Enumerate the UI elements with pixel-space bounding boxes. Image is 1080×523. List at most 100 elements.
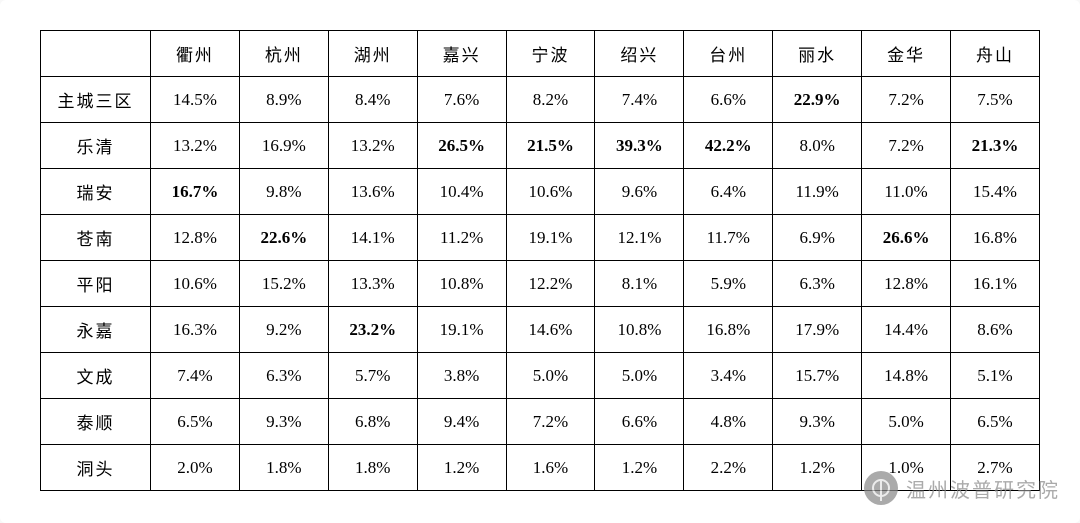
col-header: 嘉兴 (417, 31, 506, 77)
cell: 4.8% (684, 399, 773, 445)
cell: 1.2% (773, 445, 862, 491)
table-row: 平阳10.6%15.2%13.3%10.8%12.2%8.1%5.9%6.3%1… (41, 261, 1040, 307)
cell: 7.4% (595, 77, 684, 123)
table-row: 永嘉16.3%9.2%23.2%19.1%14.6%10.8%16.8%17.9… (41, 307, 1040, 353)
cell: 16.3% (151, 307, 240, 353)
table-container: 衢州 杭州 湖州 嘉兴 宁波 绍兴 台州 丽水 金华 舟山 主城三区14.5%8… (0, 0, 1080, 523)
watermark: 温州波普研究院 (864, 471, 1060, 505)
cell: 1.6% (506, 445, 595, 491)
cell: 16.8% (951, 215, 1040, 261)
cell: 16.9% (239, 123, 328, 169)
cell: 2.0% (151, 445, 240, 491)
row-header: 泰顺 (41, 399, 151, 445)
cell: 6.6% (595, 399, 684, 445)
cell: 5.0% (862, 399, 951, 445)
cell: 5.0% (595, 353, 684, 399)
col-header: 丽水 (773, 31, 862, 77)
row-header: 洞头 (41, 445, 151, 491)
cell: 13.3% (328, 261, 417, 307)
cell: 10.6% (151, 261, 240, 307)
watermark-text: 温州波普研究院 (906, 474, 1060, 503)
cell: 8.2% (506, 77, 595, 123)
cell: 23.2% (328, 307, 417, 353)
cell: 8.9% (239, 77, 328, 123)
cell: 1.2% (595, 445, 684, 491)
cell: 12.2% (506, 261, 595, 307)
cell: 17.9% (773, 307, 862, 353)
cell: 6.5% (151, 399, 240, 445)
table-row: 苍南12.8%22.6%14.1%11.2%19.1%12.1%11.7%6.9… (41, 215, 1040, 261)
cell: 8.0% (773, 123, 862, 169)
cell: 7.2% (862, 77, 951, 123)
cell: 26.6% (862, 215, 951, 261)
cell: 14.8% (862, 353, 951, 399)
cell: 1.2% (417, 445, 506, 491)
cell: 39.3% (595, 123, 684, 169)
cell: 10.6% (506, 169, 595, 215)
cell: 15.7% (773, 353, 862, 399)
cell: 22.9% (773, 77, 862, 123)
cell: 9.4% (417, 399, 506, 445)
cell: 15.2% (239, 261, 328, 307)
cell: 5.9% (684, 261, 773, 307)
cell: 16.1% (951, 261, 1040, 307)
header-row: 衢州 杭州 湖州 嘉兴 宁波 绍兴 台州 丽水 金华 舟山 (41, 31, 1040, 77)
row-header: 平阳 (41, 261, 151, 307)
cell: 16.7% (151, 169, 240, 215)
col-header: 金华 (862, 31, 951, 77)
cell: 9.2% (239, 307, 328, 353)
cell: 15.4% (951, 169, 1040, 215)
cell: 7.4% (151, 353, 240, 399)
cell: 8.4% (328, 77, 417, 123)
cell: 5.1% (951, 353, 1040, 399)
row-header: 瑞安 (41, 169, 151, 215)
cell: 8.1% (595, 261, 684, 307)
col-header: 杭州 (239, 31, 328, 77)
cell: 6.3% (773, 261, 862, 307)
cell: 26.5% (417, 123, 506, 169)
cell: 6.8% (328, 399, 417, 445)
cell: 3.8% (417, 353, 506, 399)
cell: 14.6% (506, 307, 595, 353)
cell: 21.3% (951, 123, 1040, 169)
cell: 11.9% (773, 169, 862, 215)
table-row: 瑞安16.7%9.8%13.6%10.4%10.6%9.6%6.4%11.9%1… (41, 169, 1040, 215)
row-header: 主城三区 (41, 77, 151, 123)
cell: 10.8% (417, 261, 506, 307)
cell: 9.3% (239, 399, 328, 445)
cell: 13.6% (328, 169, 417, 215)
cell: 6.3% (239, 353, 328, 399)
cell: 13.2% (328, 123, 417, 169)
row-header: 永嘉 (41, 307, 151, 353)
cell: 2.2% (684, 445, 773, 491)
cell: 12.8% (862, 261, 951, 307)
cell: 11.2% (417, 215, 506, 261)
cell: 9.8% (239, 169, 328, 215)
col-header: 宁波 (506, 31, 595, 77)
cell: 6.9% (773, 215, 862, 261)
cell: 1.8% (328, 445, 417, 491)
row-header: 文成 (41, 353, 151, 399)
col-header: 舟山 (951, 31, 1040, 77)
cell: 11.7% (684, 215, 773, 261)
cell: 42.2% (684, 123, 773, 169)
cell: 22.6% (239, 215, 328, 261)
table-row: 泰顺6.5%9.3%6.8%9.4%7.2%6.6%4.8%9.3%5.0%6.… (41, 399, 1040, 445)
col-header: 绍兴 (595, 31, 684, 77)
cell: 6.4% (684, 169, 773, 215)
row-header: 乐清 (41, 123, 151, 169)
cell: 9.3% (773, 399, 862, 445)
cell: 12.8% (151, 215, 240, 261)
table-row: 主城三区14.5%8.9%8.4%7.6%8.2%7.4%6.6%22.9%7.… (41, 77, 1040, 123)
cell: 7.5% (951, 77, 1040, 123)
data-table: 衢州 杭州 湖州 嘉兴 宁波 绍兴 台州 丽水 金华 舟山 主城三区14.5%8… (40, 30, 1040, 491)
cell: 14.5% (151, 77, 240, 123)
corner-cell (41, 31, 151, 77)
cell: 11.0% (862, 169, 951, 215)
table-row: 乐清13.2%16.9%13.2%26.5%21.5%39.3%42.2%8.0… (41, 123, 1040, 169)
table-row: 文成7.4%6.3%5.7%3.8%5.0%5.0%3.4%15.7%14.8%… (41, 353, 1040, 399)
cell: 7.2% (506, 399, 595, 445)
cell: 21.5% (506, 123, 595, 169)
cell: 6.6% (684, 77, 773, 123)
cell: 14.4% (862, 307, 951, 353)
